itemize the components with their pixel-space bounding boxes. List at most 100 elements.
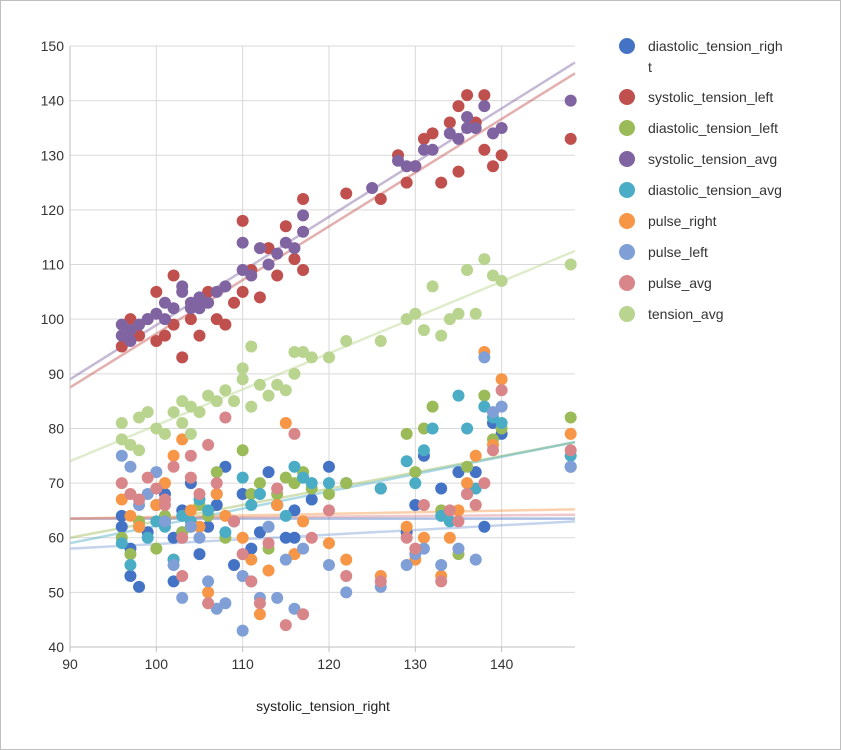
data-point xyxy=(167,531,180,544)
data-point xyxy=(158,493,171,506)
data-point xyxy=(400,559,413,572)
y-tick-label: 110 xyxy=(42,257,65,273)
data-point xyxy=(564,427,577,440)
legend-label: pulse_right xyxy=(648,213,717,229)
data-point xyxy=(409,498,422,511)
data-point xyxy=(236,488,249,501)
data-point xyxy=(469,498,482,511)
data-point xyxy=(262,242,275,255)
data-point xyxy=(279,509,292,522)
data-point xyxy=(150,542,163,555)
data-point xyxy=(288,460,301,473)
data-point xyxy=(452,100,465,113)
data-point xyxy=(374,192,387,205)
y-tick-label: 120 xyxy=(41,202,65,218)
data-point xyxy=(305,477,318,490)
legend-marker xyxy=(619,275,635,291)
data-point xyxy=(141,531,154,544)
data-point xyxy=(219,318,232,331)
data-point xyxy=(435,559,448,572)
data-point xyxy=(184,449,197,462)
legend-item-pulse_left: pulse_left xyxy=(619,244,708,260)
data-point xyxy=(141,471,154,484)
y-tick-label: 130 xyxy=(41,147,65,163)
x-tick-label: 110 xyxy=(231,656,254,672)
legend-marker xyxy=(619,89,635,105)
data-point xyxy=(297,209,310,222)
y-tick-label: 40 xyxy=(48,639,64,655)
data-point xyxy=(305,531,318,544)
data-point xyxy=(167,302,180,315)
data-point xyxy=(176,591,189,604)
data-point xyxy=(374,335,387,348)
data-point xyxy=(219,280,232,293)
data-point xyxy=(486,406,499,419)
data-point xyxy=(417,132,430,145)
data-point xyxy=(115,509,128,522)
data-point xyxy=(193,548,206,561)
data-point xyxy=(452,515,465,528)
data-point xyxy=(426,422,439,435)
data-point xyxy=(322,504,335,517)
data-point xyxy=(452,389,465,402)
legend-item-diastolic_tension_right: diastolic_tension_right xyxy=(619,38,783,75)
data-point xyxy=(167,269,180,282)
data-point xyxy=(236,624,249,637)
data-point xyxy=(417,498,430,511)
data-point xyxy=(115,520,128,533)
y-tick-label: 140 xyxy=(41,93,65,109)
data-point xyxy=(443,127,456,140)
data-point xyxy=(210,313,223,326)
data-point xyxy=(374,482,387,495)
data-point xyxy=(400,427,413,440)
data-point xyxy=(158,313,171,326)
legend-item-systolic_tension_left: systolic_tension_left xyxy=(619,89,773,105)
data-point xyxy=(228,395,241,408)
legend-label: pulse_avg xyxy=(648,275,712,291)
y-tick-label: 80 xyxy=(48,420,64,436)
series-systolic_tension_left xyxy=(115,89,577,364)
data-point xyxy=(469,307,482,320)
data-point xyxy=(167,460,180,473)
data-point xyxy=(435,575,448,588)
legend-marker xyxy=(619,306,635,322)
data-point xyxy=(236,285,249,298)
data-point xyxy=(478,477,491,490)
legend-label: systolic_tension_left xyxy=(648,89,773,105)
data-point xyxy=(262,564,275,577)
data-point xyxy=(202,389,215,402)
data-point xyxy=(297,608,310,621)
data-point xyxy=(253,378,266,391)
data-point xyxy=(210,602,223,615)
data-point xyxy=(236,362,249,375)
data-point xyxy=(478,400,491,413)
data-point xyxy=(124,509,137,522)
y-tick-label: 60 xyxy=(48,530,64,546)
legend-item-diastolic_tension_avg: diastolic_tension_avg xyxy=(619,182,782,198)
gridlines xyxy=(70,45,575,647)
data-point xyxy=(202,586,215,599)
data-point xyxy=(469,449,482,462)
data-point xyxy=(564,444,577,457)
data-point xyxy=(461,460,474,473)
data-point xyxy=(409,466,422,479)
data-point xyxy=(141,488,154,501)
legend-marker xyxy=(619,120,635,136)
data-point xyxy=(184,471,197,484)
data-point xyxy=(253,291,266,304)
data-point xyxy=(435,509,448,522)
data-point xyxy=(288,531,301,544)
x-axis-label: systolic_tension_right xyxy=(256,698,390,714)
data-point xyxy=(236,214,249,227)
data-point xyxy=(495,400,508,413)
data-point xyxy=(176,569,189,582)
x-tick-label: 130 xyxy=(404,656,428,672)
data-point xyxy=(236,531,249,544)
data-point xyxy=(253,477,266,490)
legend: diastolic_tension_right systolic_tension_… xyxy=(619,38,783,322)
data-point xyxy=(124,569,137,582)
data-point xyxy=(340,569,353,582)
data-point xyxy=(288,504,301,517)
data-point xyxy=(193,406,206,419)
data-point xyxy=(409,307,422,320)
